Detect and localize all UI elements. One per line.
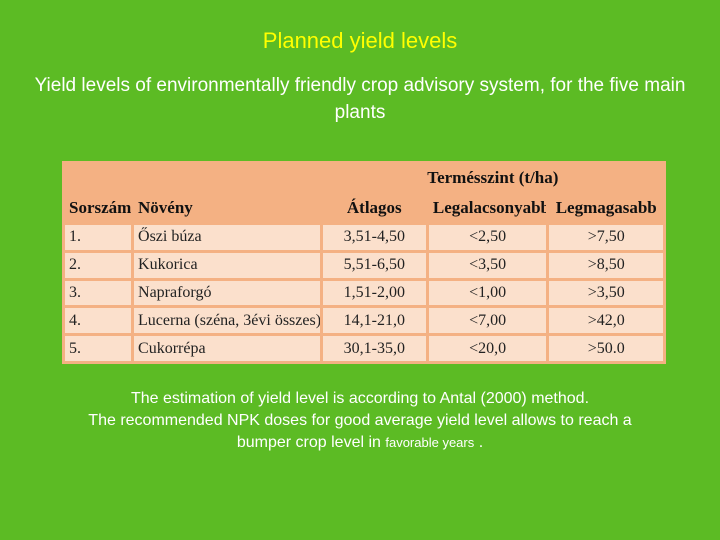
slide-title: Planned yield levels bbox=[262, 28, 458, 53]
caption-text: bumper crop level in bbox=[236, 434, 386, 451]
column-header-lowest: Legalacsonyabb bbox=[428, 194, 547, 223]
column-header-highest: Legmagasabb bbox=[549, 194, 663, 223]
average-yield: 14,1-21,0 bbox=[322, 308, 426, 334]
highest-yield: >8,50 bbox=[549, 252, 663, 278]
lowest-yield: <20,0 bbox=[428, 336, 547, 361]
table-group-header-row: Termésszint (t/ha) bbox=[65, 164, 663, 192]
column-header-no: Sorszám bbox=[65, 194, 132, 223]
highest-yield: >50.0 bbox=[549, 336, 663, 361]
table-row: 5. Cukorrépa 30,1-35,0 <20,0 >50.0 bbox=[65, 336, 663, 361]
lowest-yield: <7,00 bbox=[428, 308, 547, 334]
lowest-yield: <3,50 bbox=[428, 252, 547, 278]
plant-name: Cukorrépa bbox=[134, 336, 320, 361]
plant-name: Őszi búza bbox=[134, 225, 320, 250]
column-header-plant: Növény bbox=[134, 194, 320, 223]
column-header-average: Átlagos bbox=[322, 194, 426, 223]
yield-table: Termésszint (t/ha) Sorszám Növény Átlago… bbox=[62, 161, 666, 364]
caption-line: The estimation of yield level is accordi… bbox=[130, 390, 590, 407]
row-number: 5. bbox=[65, 336, 132, 361]
yield-level-group-header: Termésszint (t/ha) bbox=[322, 164, 663, 192]
method-caption: The estimation of yield level is accordi… bbox=[20, 388, 700, 454]
average-yield: 30,1-35,0 bbox=[322, 336, 426, 361]
yield-table-container: Termésszint (t/ha) Sorszám Növény Átlago… bbox=[62, 161, 666, 364]
caption-small-text: favorable years bbox=[385, 435, 475, 450]
table-row: 4. Lucerna (széna, 3évi összes) 14,1-21,… bbox=[65, 308, 663, 334]
slide-subtitle: Yield levels of environmentally friendly… bbox=[34, 75, 686, 123]
average-yield: 3,51-4,50 bbox=[322, 225, 426, 250]
plant-name: Kukorica bbox=[134, 252, 320, 278]
caption-line: The recommended NPK doses for good avera… bbox=[88, 412, 632, 429]
highest-yield: >42,0 bbox=[549, 308, 663, 334]
plant-name: Lucerna (széna, 3évi összes) bbox=[134, 308, 320, 334]
table-row: 3. Napraforgó 1,51-2,00 <1,00 >3,50 bbox=[65, 280, 663, 306]
empty-header-cell bbox=[134, 164, 320, 192]
table-row: 1. Őszi búza 3,51-4,50 <2,50 >7,50 bbox=[65, 225, 663, 250]
lowest-yield: <1,00 bbox=[428, 280, 547, 306]
table-row: 2. Kukorica 5,51-6,50 <3,50 >8,50 bbox=[65, 252, 663, 278]
caption-line: bumper crop level in favorable years . bbox=[20, 432, 700, 454]
row-number: 2. bbox=[65, 252, 132, 278]
row-number: 1. bbox=[65, 225, 132, 250]
average-yield: 1,51-2,00 bbox=[322, 280, 426, 306]
empty-header-cell bbox=[65, 164, 132, 192]
plant-name: Napraforgó bbox=[134, 280, 320, 306]
lowest-yield: <2,50 bbox=[428, 225, 547, 250]
highest-yield: >7,50 bbox=[549, 225, 663, 250]
row-number: 3. bbox=[65, 280, 132, 306]
table-column-header-row: Sorszám Növény Átlagos Legalacsonyabb Le… bbox=[65, 194, 663, 223]
highest-yield: >3,50 bbox=[549, 280, 663, 306]
average-yield: 5,51-6,50 bbox=[322, 252, 426, 278]
caption-text: . bbox=[474, 434, 484, 451]
row-number: 4. bbox=[65, 308, 132, 334]
